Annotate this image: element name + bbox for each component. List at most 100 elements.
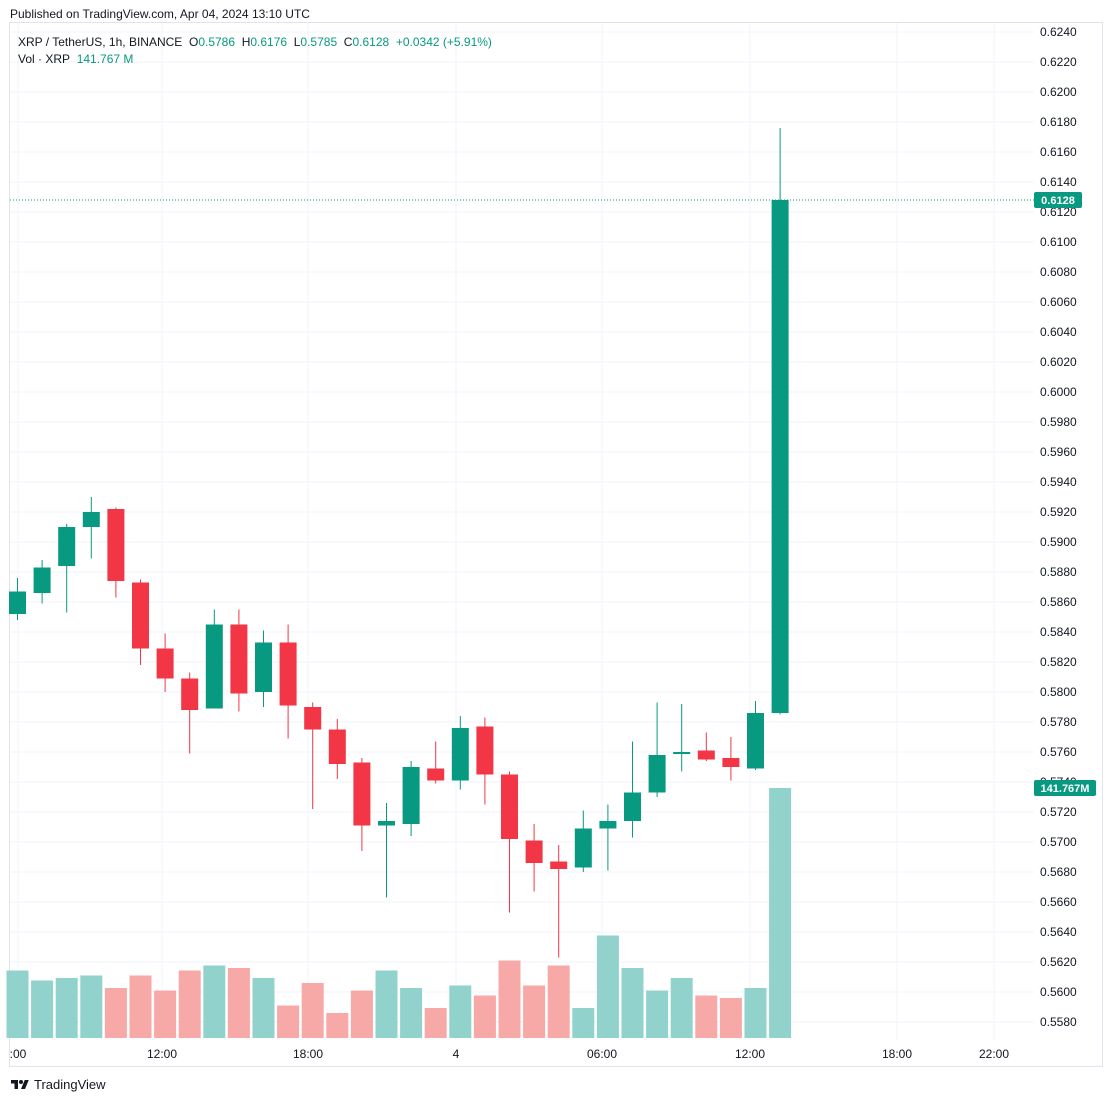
candle-body [476,726,494,775]
price-tick-label: 0.6000 [1040,385,1077,399]
candle-body [771,200,789,713]
last-volume-badge [1034,780,1096,796]
close-value: 0.6128 [352,35,390,49]
price-tick-label: 0.5840 [1040,625,1077,639]
volume-bar [203,965,226,1038]
candle-body [747,713,764,769]
volume-label: Vol · XRP [18,52,71,66]
price-tick-label: 0.5860 [1040,595,1077,609]
candle-body [427,768,445,781]
volume-bar [375,970,398,1038]
price-tick-label: 0.5600 [1040,985,1077,999]
price-tick-label: 0.5980 [1040,415,1077,429]
volume-bar [695,995,718,1038]
volume-bar [252,978,275,1038]
price-tick-label: 0.6020 [1040,355,1077,369]
change-value: +0.0342 (+5.91%) [395,35,492,49]
price-tick-label: 0.6080 [1040,265,1077,279]
volume-bar [596,935,619,1038]
volume-value: 141.767 M [76,52,134,66]
time-tick-label: 4 [453,1047,460,1061]
price-tick-label: 0.5900 [1040,535,1077,549]
candle-body [33,567,51,593]
candle-body [156,648,174,679]
high-value: 0.6176 [250,35,288,49]
price-tick-label: 0.6100 [1040,235,1077,249]
volume-legend: Vol · XRP 141.767 M [18,52,133,66]
high-label: H [241,35,251,49]
open-label: O [188,35,199,49]
candle-body [624,792,641,821]
grid-lines [10,23,1034,1040]
volume-bar [424,1008,447,1038]
price-tick-label: 0.6040 [1040,325,1077,339]
price-tick-label: 0.5800 [1040,685,1077,699]
volume-bar [129,975,152,1038]
time-tick-label: 22:00 [979,1047,1009,1061]
low-value: 0.5785 [300,35,338,49]
volume-bar [31,980,54,1038]
price-tick-label: 0.5760 [1040,745,1077,759]
candles [9,128,789,958]
candle-body [304,707,322,730]
price-tick-label: 0.6240 [1040,25,1077,39]
price-tick-label: 0.5920 [1040,505,1077,519]
time-tick-label: 18:00 [293,1047,323,1061]
candle-body [279,642,297,706]
price-tick-label: 0.5720 [1040,805,1077,819]
candle-body [722,758,740,767]
volume-bar [154,990,177,1038]
volume-bar [646,990,669,1038]
candle-body [353,762,371,826]
candle-body [697,750,715,760]
price-tick-label: 0.5580 [1040,1015,1077,1029]
time-tick-label: 06:00 [587,1047,617,1061]
volume-bar [744,988,767,1038]
candle-body [9,591,26,614]
price-tick-label: 0.5680 [1040,865,1077,879]
time-axis: :00 12:00 18:00 4 06:00 12:00 18:00 22:00 [10,1047,1010,1061]
volume-bar [104,988,127,1038]
chart-frame[interactable] [9,22,1103,1067]
time-tick-label: 12:00 [735,1047,765,1061]
volume-bar [6,970,29,1038]
candle-body [107,509,125,581]
price-tick-label: 0.6120 [1040,205,1077,219]
price-tick-label: 0.5960 [1040,445,1077,459]
tradingview-logo-icon [11,1079,29,1089]
price-tick-label: 0.5940 [1040,475,1077,489]
price-tick-label: 0.5780 [1040,715,1077,729]
axis-badges: 0.6128 141.767M [10,192,1096,796]
price-tick-label: 0.5660 [1040,895,1077,909]
volume-bar [350,990,373,1038]
volume-bar [326,1013,349,1038]
price-tick-label: 0.6200 [1040,85,1077,99]
price-tick-label: 0.6060 [1040,295,1077,309]
candle-body [230,624,248,694]
open-value: 0.5786 [198,35,236,49]
candle-body [82,512,100,527]
volume-bar [449,985,472,1038]
symbol-label: XRP / TetherUS, 1h, BINANCE [18,35,183,49]
price-tick-label: 0.5640 [1040,925,1077,939]
price-tick-label: 0.5620 [1040,955,1077,969]
volume-bar [498,960,521,1038]
candle-body [402,767,420,824]
volume-bar [301,983,324,1038]
candle-body [673,752,691,754]
ohlc-legend: XRP / TetherUS, 1h, BINANCE O0.5786 H0.6… [18,35,492,49]
volume-bar [547,965,570,1038]
candle-body [58,527,76,566]
volume-bar [178,970,201,1038]
candle-body [181,678,199,710]
volume-bar [670,978,693,1038]
low-label: L [293,35,301,49]
time-tick-label: :00 [10,1047,27,1061]
volume-bar [621,968,644,1038]
footer-brand[interactable]: TradingView [10,1077,106,1092]
time-tick-label: 12:00 [147,1047,177,1061]
price-tick-label: 0.5880 [1040,565,1077,579]
candle-body [205,624,223,709]
candle-body [574,828,592,868]
